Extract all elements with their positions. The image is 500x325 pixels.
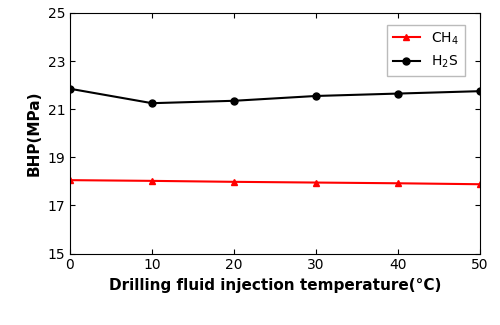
Line: H$_2$S: H$_2$S [66, 85, 484, 107]
CH$_4$ [477, 182, 483, 186]
H$_2$S [477, 89, 483, 93]
H$_2$S [67, 87, 73, 91]
CH$_4$ [149, 179, 155, 183]
Legend: CH$_4$, H$_2$S: CH$_4$, H$_2$S [387, 25, 465, 76]
H$_2$S [231, 99, 237, 103]
H$_2$S [313, 94, 319, 98]
CH$_4$ [67, 178, 73, 182]
Line: CH$_4$: CH$_4$ [66, 177, 484, 188]
CH$_4$ [313, 181, 319, 185]
CH$_4$ [395, 181, 401, 185]
Y-axis label: BHP(MPa): BHP(MPa) [27, 90, 42, 176]
CH$_4$ [231, 180, 237, 184]
H$_2$S [395, 92, 401, 96]
H$_2$S [149, 101, 155, 105]
X-axis label: Drilling fluid injection temperature(°C): Drilling fluid injection temperature(°C) [109, 278, 441, 293]
